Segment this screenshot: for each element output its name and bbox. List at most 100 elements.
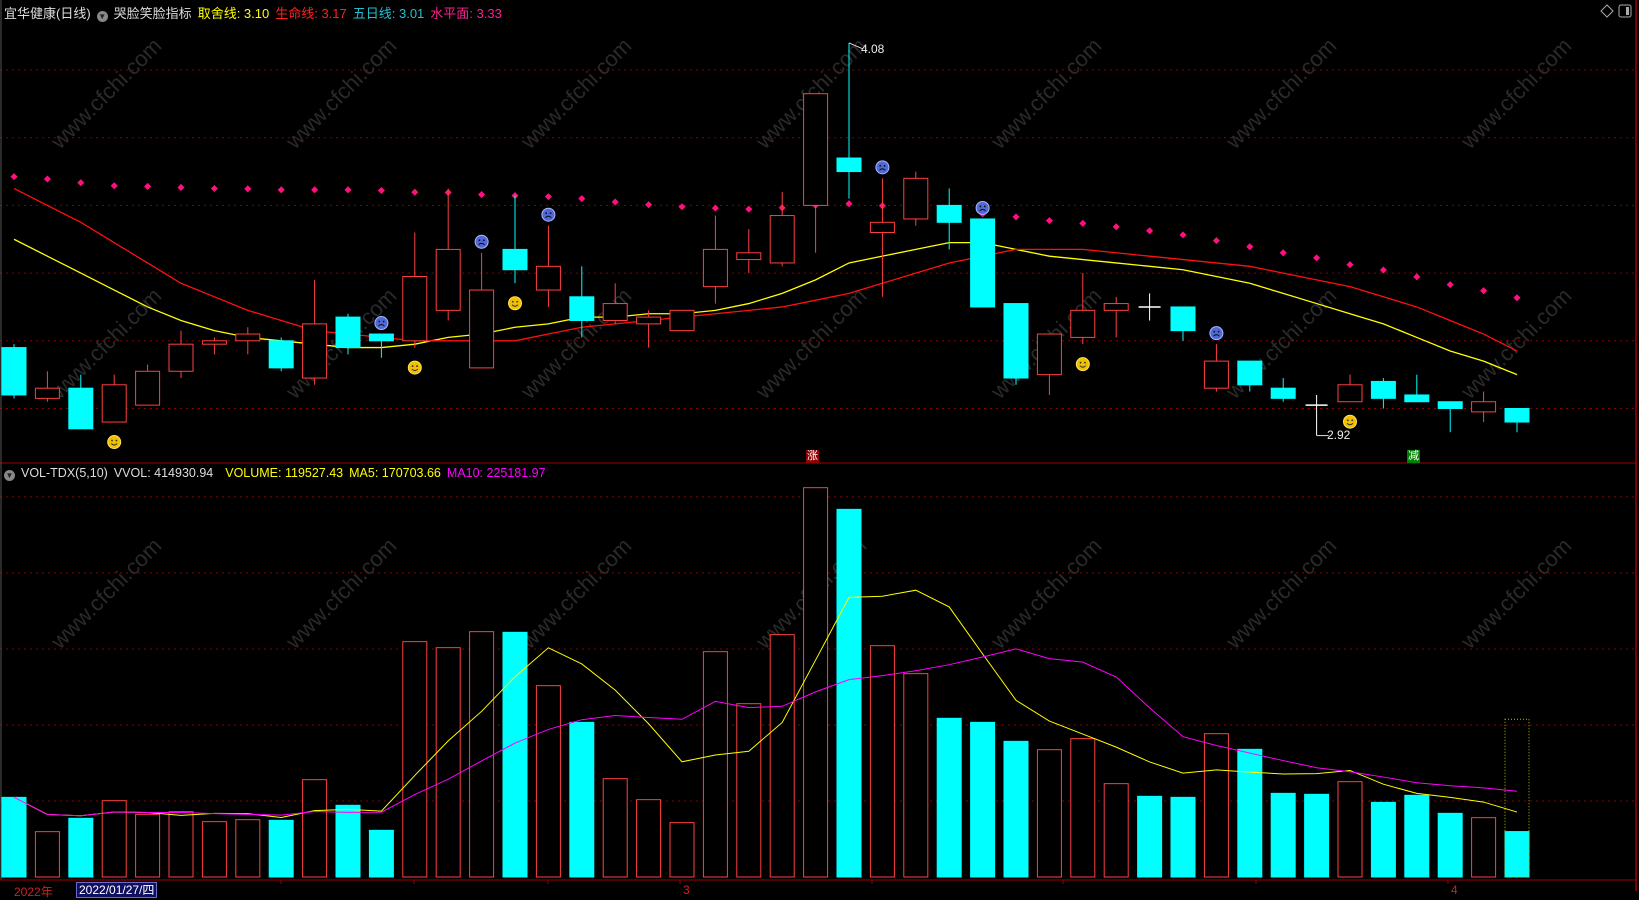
volume-bar-up bbox=[1337, 781, 1363, 878]
volume-bar-up bbox=[803, 487, 829, 878]
smile-face-circle bbox=[407, 360, 422, 375]
volume-bar-up bbox=[469, 631, 495, 878]
volume-bar-up bbox=[135, 813, 161, 878]
x-axis-month-4: 4 bbox=[1451, 883, 1458, 897]
volume-bar-down bbox=[335, 804, 361, 878]
candle bbox=[1170, 306, 1196, 341]
diamond-icon[interactable] bbox=[1600, 4, 1614, 18]
smile-face-eye bbox=[416, 365, 418, 367]
level-dot bbox=[645, 201, 653, 209]
line-取舍线 bbox=[13, 238, 1518, 376]
volume-bar-up bbox=[602, 778, 628, 878]
indicator-value-0: 取舍线: 3.10 bbox=[197, 6, 270, 21]
level-dot bbox=[1146, 227, 1154, 235]
candle bbox=[1, 344, 27, 399]
volume-bar-down bbox=[1137, 795, 1163, 878]
ma5-value: MA5: 170703.66 bbox=[349, 466, 441, 480]
panel-toggle-icon[interactable] bbox=[1618, 4, 1632, 18]
candle bbox=[1237, 360, 1263, 392]
level-dot bbox=[1079, 219, 1087, 227]
volume-bar-down bbox=[68, 817, 94, 878]
vvol-value: VVOL: 414930.94 bbox=[113, 466, 214, 480]
level-dot bbox=[1379, 266, 1387, 274]
high-price-label: 4.08 bbox=[861, 42, 885, 56]
level-dot bbox=[177, 183, 185, 191]
candle bbox=[1003, 303, 1029, 385]
sad-face-mouth bbox=[478, 242, 485, 246]
level-dot bbox=[1313, 254, 1321, 262]
volume-bar-down bbox=[1237, 748, 1263, 878]
candle-down-body bbox=[1370, 380, 1396, 399]
candle-up-body bbox=[1337, 384, 1363, 403]
candle-down-body bbox=[1003, 303, 1029, 379]
smile-face-icon bbox=[107, 435, 122, 450]
volume-bar-up bbox=[302, 779, 328, 878]
candle bbox=[101, 374, 127, 423]
level-dot bbox=[1012, 213, 1020, 221]
chevron-down-icon[interactable]: ▼ bbox=[96, 11, 108, 22]
smile-face-eye bbox=[1084, 361, 1086, 364]
candle bbox=[1404, 374, 1430, 403]
stock-title[interactable]: 宜华健康(日线) bbox=[4, 6, 91, 21]
level-dot bbox=[678, 203, 686, 211]
level-dot bbox=[1246, 243, 1254, 251]
sad-face-icon bbox=[975, 200, 990, 215]
smile-face-mouth bbox=[1346, 422, 1354, 426]
level-dot bbox=[1513, 294, 1521, 302]
ma10-value: MA10: 225181.97 bbox=[446, 466, 546, 480]
level-dot bbox=[611, 198, 619, 206]
watermark-text: www.cfchi.com bbox=[1220, 33, 1341, 154]
volume-bar-down bbox=[1437, 812, 1463, 878]
face-signals bbox=[107, 160, 1357, 450]
x-axis-year: 2022年 bbox=[14, 885, 53, 899]
candle bbox=[936, 188, 962, 250]
volume-bar-down bbox=[368, 829, 394, 878]
price-header: 宜华健康(日线) ▼ 哭脸笑脸指标 取舍线: 3.10 生命线: 3.17 五日线: 3.… bbox=[4, 3, 508, 22]
candle-up-body bbox=[469, 289, 495, 369]
volume-header: ▼ VOL-TDX(5,10) VVOL: 414930.94 VOLUME: 119… bbox=[4, 466, 552, 481]
sad-face-eye bbox=[979, 205, 982, 208]
candle bbox=[435, 188, 461, 321]
level-dot bbox=[845, 200, 853, 208]
candle-up-body bbox=[636, 316, 662, 325]
volume-bar-up bbox=[769, 634, 795, 878]
candle-down-body bbox=[368, 333, 394, 342]
high-pointer bbox=[848, 42, 864, 50]
candle-up-body bbox=[101, 384, 127, 423]
candle bbox=[168, 330, 194, 379]
x-axis-ticks bbox=[280, 880, 1449, 884]
indicator-value-3: 水平面: 3.33 bbox=[430, 6, 502, 21]
candle bbox=[1103, 296, 1129, 338]
volume-indicator-name[interactable]: VOL-TDX(5,10) bbox=[21, 466, 108, 480]
candle-up-body bbox=[702, 248, 728, 288]
candle bbox=[135, 364, 161, 406]
sad-face-eye bbox=[382, 320, 385, 323]
grid-lines bbox=[0, 69, 1636, 802]
indicator-value-1: 生命线: 3.17 bbox=[275, 6, 347, 21]
indicator-name[interactable]: 哭脸笑脸指标 bbox=[113, 6, 192, 21]
sad-face-eye bbox=[478, 239, 481, 242]
candle-down-body bbox=[970, 218, 996, 308]
candle bbox=[302, 279, 328, 385]
chevron-down-icon[interactable]: ▼ bbox=[4, 470, 15, 481]
volume-bar-down bbox=[1504, 831, 1530, 878]
volume-bar-up bbox=[402, 641, 428, 878]
smile-face-eye bbox=[411, 365, 414, 367]
candle bbox=[68, 374, 94, 430]
candle-up-body bbox=[1103, 303, 1129, 311]
candle bbox=[702, 215, 728, 304]
smile-face-circle bbox=[508, 296, 522, 311]
volume-bar-up bbox=[435, 647, 461, 878]
sad-face-eye bbox=[482, 239, 485, 242]
sad-face-mouth bbox=[979, 208, 986, 212]
volume-bar-down bbox=[936, 717, 962, 878]
level-dot bbox=[210, 184, 218, 193]
candle-up-body bbox=[669, 309, 695, 332]
volume-bar-down bbox=[1270, 792, 1296, 878]
down-tag: 减 bbox=[1407, 450, 1420, 463]
candle-down-body bbox=[936, 204, 962, 223]
candle-up-body bbox=[602, 303, 628, 321]
volume-bar-up bbox=[903, 673, 929, 878]
sad-face-mouth bbox=[879, 168, 886, 171]
